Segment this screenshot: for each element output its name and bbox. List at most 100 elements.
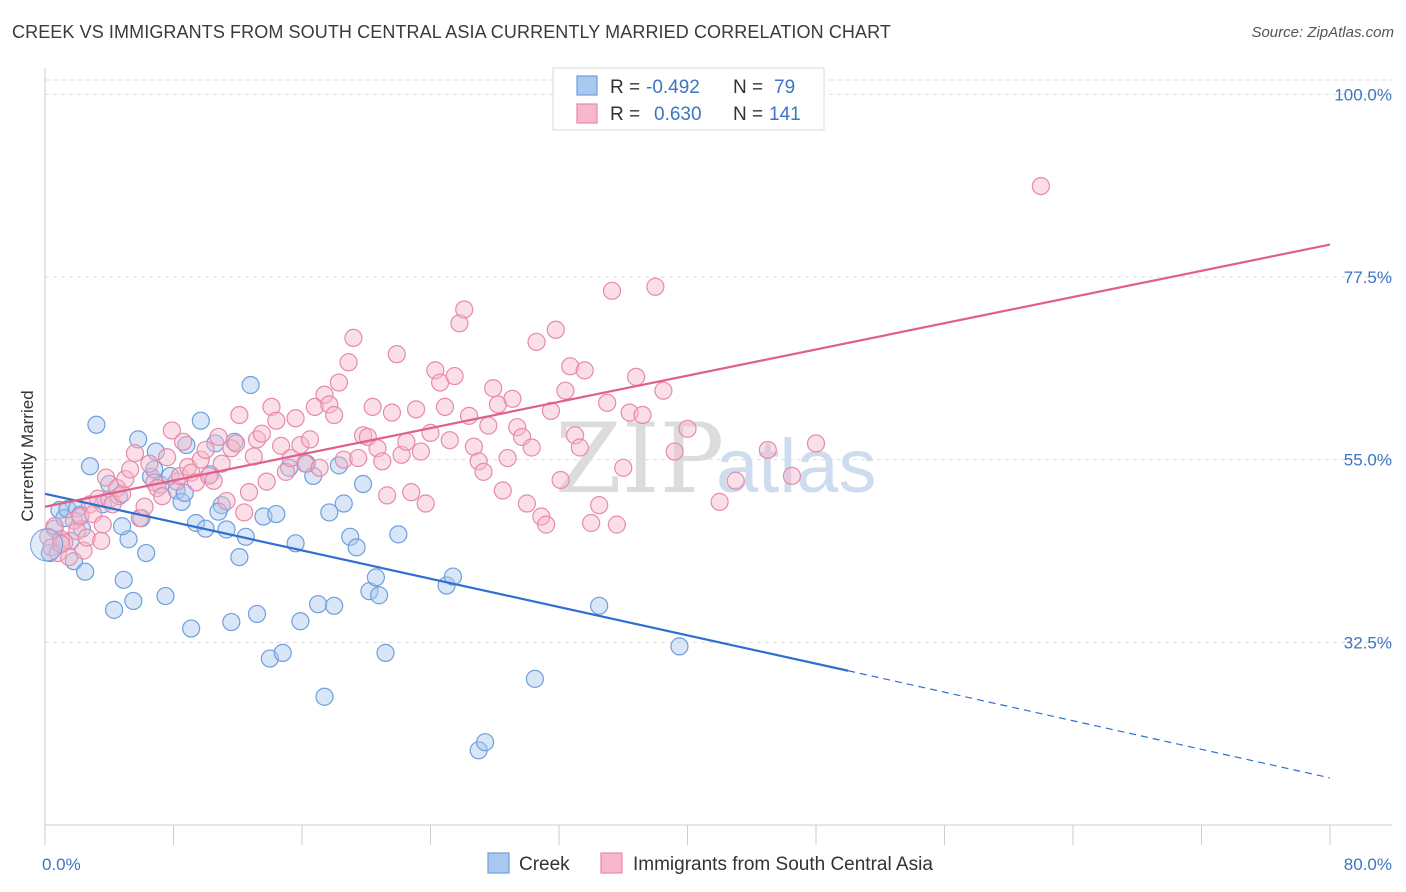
data-point: [551, 470, 570, 490]
x-tick-label: 80.0%: [1344, 855, 1392, 874]
data-point: [196, 440, 215, 460]
bottom-legend: Creek Immigrants from South Central Asia: [487, 852, 933, 875]
data-point: [1031, 176, 1050, 196]
data-point: [121, 460, 140, 479]
data-point: [387, 345, 406, 364]
data-point: [435, 397, 455, 417]
data-point: [607, 515, 626, 534]
data-point: [402, 483, 421, 502]
series-immigrants: [39, 176, 1050, 567]
data-point: [135, 497, 154, 516]
data-point: [241, 375, 260, 395]
data-point: [204, 471, 223, 490]
data-point: [76, 562, 95, 581]
data-point: [96, 468, 116, 487]
data-point: [320, 395, 339, 414]
data-point: [209, 427, 228, 447]
data-point: [575, 361, 594, 380]
data-point: [174, 432, 193, 451]
trend-lines: [44, 243, 1331, 779]
data-point: [376, 643, 395, 662]
data-point: [546, 320, 565, 339]
data-point: [582, 513, 601, 533]
data-point: [382, 403, 402, 422]
data-point: [626, 367, 646, 386]
data-point: [153, 487, 172, 506]
bottom-legend-label-immigrants: Immigrants from South Central Asia: [633, 854, 933, 875]
watermark-zip: ZIP: [555, 403, 724, 515]
y-tick-label: 32.5%: [1344, 633, 1392, 652]
data-point: [678, 419, 697, 438]
tick-labels: 32.5% 55.0% 77.5% 100.0% 0.0% 80.0%: [42, 85, 1392, 874]
data-point: [561, 357, 580, 376]
legend-n-value: 79: [774, 77, 795, 98]
data-point: [93, 515, 112, 534]
data-point: [80, 457, 100, 476]
bottom-legend-swatch-immigrants: [600, 852, 623, 874]
trend-line-creek: [44, 492, 849, 672]
data-point: [125, 444, 145, 463]
data-point: [222, 612, 241, 632]
legend-r-value: 0.630: [654, 104, 702, 125]
data-point: [227, 434, 246, 453]
data-point: [310, 458, 329, 477]
legend-n-label: N =: [733, 77, 763, 98]
data-point: [157, 448, 177, 467]
data-point: [479, 416, 498, 435]
top-legend: R = -0.492 N = 79 R = 0.630 N = 141: [552, 67, 825, 131]
legend-swatch-creek: [576, 75, 598, 96]
data-point: [257, 472, 276, 491]
data-point: [191, 411, 210, 430]
data-point: [570, 438, 589, 457]
data-point: [92, 531, 111, 550]
data-point: [112, 517, 132, 536]
data-point: [464, 437, 483, 456]
trend-line-extension: [847, 670, 1331, 779]
data-point: [267, 504, 286, 524]
data-point: [230, 547, 249, 567]
data-point: [654, 381, 673, 400]
data-point: [262, 397, 281, 417]
data-point: [406, 400, 426, 419]
data-point: [469, 452, 488, 471]
data-point: [55, 533, 74, 552]
legend-r-label: R =: [610, 77, 640, 98]
watermark-atlas: atlas: [716, 424, 877, 509]
y-tick-label: 55.0%: [1344, 451, 1392, 470]
data-point: [602, 281, 622, 300]
bottom-legend-label-creek: Creek: [519, 854, 570, 875]
data-point: [291, 612, 310, 631]
data-point: [156, 586, 175, 606]
data-point: [217, 491, 236, 511]
data-point: [411, 442, 430, 461]
trend-line-immigrants: [44, 243, 1331, 508]
y-tick-label: 100.0%: [1334, 85, 1392, 104]
data-point: [445, 366, 464, 386]
legend-r-value: -0.492: [646, 77, 700, 98]
data-point: [590, 496, 609, 515]
data-point: [665, 442, 684, 461]
data-point: [315, 687, 334, 706]
data-point: [353, 474, 373, 494]
data-point: [325, 596, 344, 615]
data-point: [710, 492, 729, 511]
data-point: [286, 409, 305, 428]
legend-n-label: N =: [733, 104, 763, 125]
data-point: [503, 389, 522, 408]
data-point: [450, 314, 469, 333]
data-point: [137, 543, 156, 563]
data-point: [556, 381, 575, 400]
data-point: [484, 379, 503, 398]
data-point: [273, 643, 292, 662]
data-point: [329, 456, 349, 475]
data-point: [614, 458, 633, 477]
data-point: [498, 448, 517, 468]
data-point: [363, 397, 382, 417]
data-point: [517, 494, 536, 513]
legend-row-creek: R = -0.492 N = 79: [576, 75, 795, 98]
data-point: [272, 436, 291, 455]
data-point: [525, 669, 545, 688]
data-point: [522, 438, 541, 457]
data-point: [104, 600, 124, 619]
data-point: [347, 538, 366, 557]
